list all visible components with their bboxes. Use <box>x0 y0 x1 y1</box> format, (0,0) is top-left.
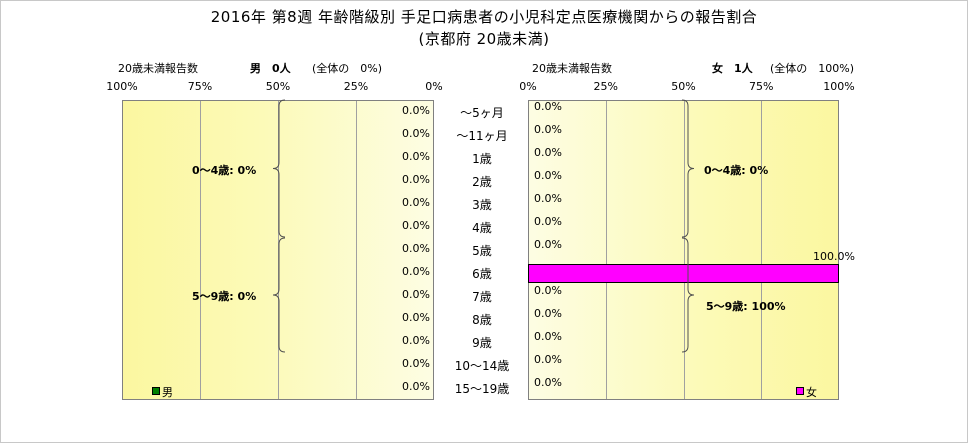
female-tick-label: 50% <box>671 80 696 93</box>
male-legend: 男 <box>152 384 173 400</box>
male-value-label: 0.0% <box>402 104 430 117</box>
female-value-label: 0.0% <box>534 192 562 205</box>
female-legend-label: 女 <box>806 386 817 399</box>
category-label: 10〜14歳 <box>454 359 510 373</box>
female-gridline <box>761 101 763 399</box>
male-legend-swatch <box>152 387 160 395</box>
female-plot-area <box>528 100 839 400</box>
chart-title: 2016年 第8週 年齢階級別 手足口病患者の小児科定点医療機関からの報告割合 <box>210 8 758 26</box>
female-group-label-5-9: 5〜9歳: 100% <box>706 300 786 313</box>
male-legend-label: 男 <box>162 386 173 399</box>
male-tick-label: 50% <box>265 80 291 93</box>
category-label: 8歳 <box>472 313 492 327</box>
male-header-label: 20歳未満報告数 <box>118 62 198 75</box>
category-label: 〜11ヶ月 <box>456 129 508 143</box>
female-header-share: (全体の 100%) <box>770 62 855 75</box>
male-tick-label: 75% <box>187 80 213 93</box>
male-header-share: (全体の 0%) <box>312 62 383 75</box>
female-value-label: 0.0% <box>534 284 562 297</box>
category-label: 2歳 <box>472 175 492 189</box>
female-value-label: 0.0% <box>534 307 562 320</box>
category-label: 〜5ヶ月 <box>460 106 504 120</box>
female-header-label: 20歳未満報告数 <box>532 62 612 75</box>
female-gridline <box>683 101 685 399</box>
category-label: 5歳 <box>472 244 492 258</box>
male-value-label: 0.0% <box>402 242 430 255</box>
male-value-label: 0.0% <box>402 334 430 347</box>
female-value-label: 0.0% <box>534 123 562 136</box>
male-value-label: 0.0% <box>402 357 430 370</box>
male-value-label: 0.0% <box>402 288 430 301</box>
category-label: 1歳 <box>472 152 492 166</box>
male-value-label: 0.0% <box>402 127 430 140</box>
male-tick-label: 25% <box>343 80 369 93</box>
male-gridline <box>200 101 201 399</box>
category-label: 15〜19歳 <box>454 382 510 396</box>
male-brace-5-9 <box>272 237 286 353</box>
male-tick-label: 100% <box>106 80 138 93</box>
female-tick-label: 100% <box>823 80 855 93</box>
male-gridline <box>356 101 357 399</box>
female-value-label: 0.0% <box>534 353 562 366</box>
female-brace-5-9 <box>681 237 695 353</box>
male-value-label: 0.0% <box>402 380 430 393</box>
male-tick-label: 0% <box>425 80 443 93</box>
female-value-label: 0.0% <box>534 215 562 228</box>
female-value-label: 0.0% <box>534 146 562 159</box>
female-tick-label: 0% <box>519 80 537 93</box>
male-value-label: 0.0% <box>402 196 430 209</box>
female-value-label: 100.0% <box>813 250 855 263</box>
female-brace-0-4 <box>681 99 695 238</box>
category-label: 7歳 <box>472 290 492 304</box>
female-value-label: 0.0% <box>534 376 562 389</box>
male-value-label: 0.0% <box>402 150 430 163</box>
category-label: 3歳 <box>472 198 492 212</box>
male-group-label-0-4: 0〜4歳: 0% <box>192 163 257 177</box>
female-value-label: 0.0% <box>534 100 562 113</box>
category-label: 4歳 <box>472 221 492 235</box>
female-value-label: 0.0% <box>534 169 562 182</box>
female-gridline <box>605 101 607 399</box>
male-value-label: 0.0% <box>402 311 430 324</box>
female-tick-label: 75% <box>749 80 774 93</box>
female-group-label-0-4: 0〜4歳: 0% <box>704 163 769 177</box>
female-tick-label: 25% <box>593 80 618 93</box>
male-group-label-5-9: 5〜9歳: 0% <box>192 290 257 303</box>
female-bar <box>528 264 839 283</box>
female-value-label: 0.0% <box>534 330 562 343</box>
male-brace-0-4 <box>272 99 286 238</box>
male-value-label: 0.0% <box>402 265 430 278</box>
male-value-label: 0.0% <box>402 173 430 186</box>
category-label: 9歳 <box>472 336 492 350</box>
female-value-label: 0.0% <box>534 238 562 251</box>
female-legend-swatch <box>796 387 804 395</box>
category-label: 6歳 <box>472 267 492 281</box>
male-value-label: 0.0% <box>402 219 430 232</box>
chart-subtitle: (京都府 20歳未満) <box>418 30 550 48</box>
female-header-count: 女 1人 <box>712 62 753 75</box>
male-header-count: 男 0人 <box>250 62 291 75</box>
female-legend: 女 <box>796 384 817 400</box>
